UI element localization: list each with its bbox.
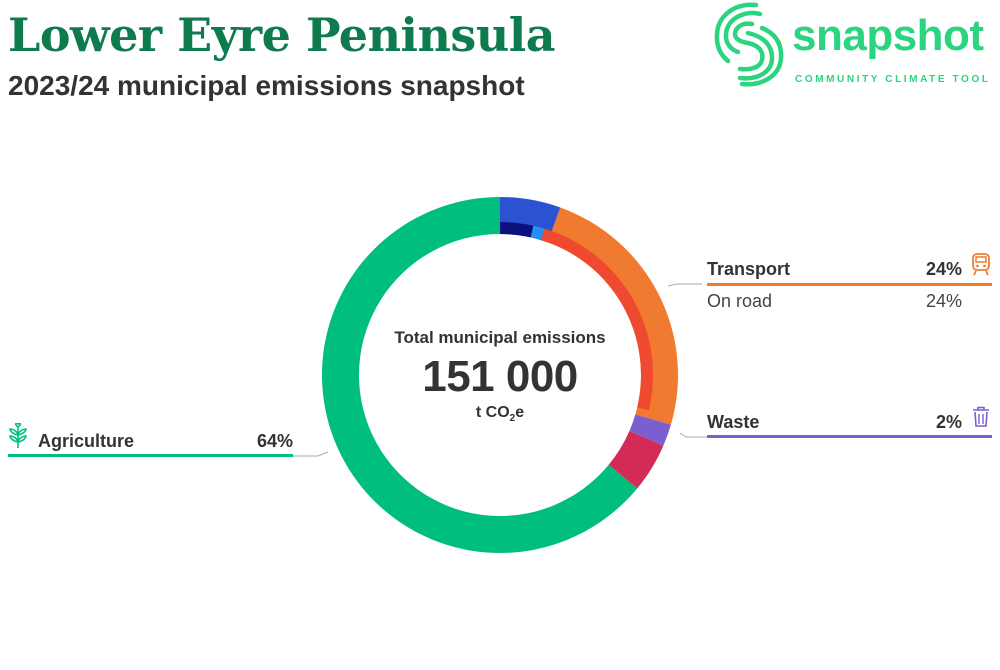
emissions-unit: t CO2e (475, 404, 525, 425)
brand-tagline: COMMUNITY CLIMATE TOOL (795, 74, 991, 85)
center-label: Total municipal emissions (394, 328, 606, 347)
slice-waste (629, 414, 671, 446)
agriculture-label: Agriculture (38, 431, 135, 451)
inner-slice-stationary-energy-commercial (500, 222, 534, 238)
inner-ring (500, 222, 653, 411)
trash-icon (973, 406, 989, 427)
page-subtitle: 2023/24 municipal emissions snapshot (8, 70, 525, 101)
waste-value: 2% (935, 412, 962, 432)
agriculture-value: 64% (256, 431, 293, 451)
snapshot-logo: snapshot COMMUNITY CLIMATE TOOL (712, 0, 1000, 92)
plant-icon (9, 423, 27, 448)
fingerprint-s-icon (714, 2, 784, 87)
slice-agriculture (321, 197, 638, 553)
page-title: Lower Eyre Peninsula (8, 8, 556, 62)
slice-industrial-processes (608, 430, 664, 489)
waste-label: Waste (707, 412, 760, 432)
brand-name: snapshot (792, 11, 984, 60)
total-emissions-value: 151 000 (422, 352, 578, 401)
train-icon (972, 253, 990, 276)
transport-on-road-label: On road (707, 291, 773, 311)
inner-slice-stationary-energy-residential (530, 225, 545, 241)
agriculture-bar (8, 454, 293, 457)
inner-slice-transport-on-road (541, 228, 653, 411)
waste-bar (707, 435, 992, 438)
transport-on-road-value: 24% (925, 291, 962, 311)
transport-value: 24% (925, 259, 962, 279)
transport-bar (707, 283, 992, 286)
transport-label: Transport (707, 259, 791, 279)
